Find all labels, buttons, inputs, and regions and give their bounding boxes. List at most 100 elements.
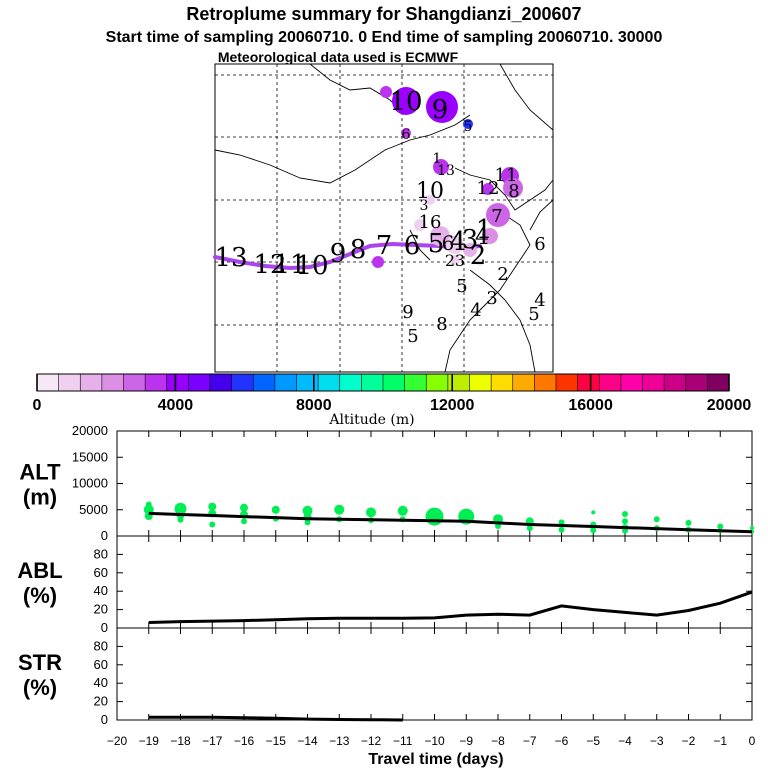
y-tick-label: 80 — [94, 546, 108, 561]
coastline — [469, 269, 536, 373]
cluster-label: 10 — [416, 179, 444, 204]
x-tick-label: −1 — [713, 734, 727, 748]
plume-cluster-dot — [486, 203, 510, 227]
x-tick-label: −9 — [459, 734, 473, 748]
cluster-label: 9 — [432, 95, 449, 125]
cluster-label: 6 — [402, 127, 411, 143]
x-tick-label: −20 — [107, 734, 128, 748]
altitude-colorbar: 0 4000 8000 12000 16000 20000 — [33, 373, 752, 414]
alt-panel: 0 5000 10000 15000 20000 ALT(m) — [19, 423, 754, 543]
colorbar-segment — [469, 374, 492, 391]
plume-cluster-dot — [430, 226, 450, 246]
colorbar-segment — [404, 374, 427, 391]
x-tick-label: −3 — [650, 734, 664, 748]
colorbar-segment — [447, 374, 470, 391]
plume-cluster-dot — [425, 195, 435, 205]
colorbar-segment — [339, 374, 362, 391]
x-tick-label: −7 — [523, 734, 537, 748]
cluster-label: 2 — [445, 251, 455, 270]
colorbar-segment — [37, 374, 60, 391]
cluster-label: 11 — [495, 165, 518, 186]
colorbar-tick-label: 0 — [33, 397, 42, 414]
x-tick-label: −19 — [139, 734, 160, 748]
altitude-point — [622, 518, 628, 525]
altitude-point — [145, 501, 152, 508]
panel-ylabel: ABL — [17, 558, 62, 583]
cluster-label: 12 — [477, 178, 500, 199]
y-tick-label: 10000 — [72, 476, 108, 491]
sampling-times: Start time of sampling 20060710. 0 End t… — [106, 29, 663, 46]
trajectory-label: 8 — [350, 235, 367, 265]
colorbar-segment — [361, 374, 384, 391]
y-tick-label: 15000 — [72, 449, 108, 464]
colorbar-segment — [599, 374, 622, 391]
altitude-point — [366, 507, 376, 518]
colorbar-segment — [512, 374, 535, 391]
colorbar-segment — [145, 374, 168, 391]
colorbar-tick-label: 20000 — [707, 397, 752, 414]
abl-panel: 0 20 40 60 80 ABL(%) — [17, 535, 753, 635]
trajectory-label: 13 — [214, 243, 247, 273]
panel-ylabel-unit: (m) — [23, 485, 57, 510]
trajectory-label: 9 — [330, 239, 347, 269]
altitude-point — [304, 519, 311, 526]
met-data-line: Meteorological data used is ECMWF — [218, 49, 459, 65]
trajectory-label: 2 — [470, 241, 487, 271]
altitude-mean-line — [148, 511, 753, 534]
trajectory-label: 10 — [295, 251, 328, 281]
colorbar-segment — [318, 374, 341, 391]
altitude-point — [177, 516, 184, 523]
x-tick-label: −11 — [393, 734, 413, 748]
plume-cluster-dot — [503, 178, 523, 198]
y-tick-label: 0 — [101, 528, 108, 543]
colorbar-segment — [491, 374, 514, 391]
panel-ylabel: ALT — [19, 460, 61, 485]
cluster-label: 4 — [470, 300, 481, 321]
colorbar-segment — [101, 374, 124, 391]
x-axis-title: Travel time (days) — [368, 751, 503, 768]
cluster-label: 1 — [433, 151, 442, 167]
altitude-point — [622, 510, 628, 517]
y-tick-label: 20 — [94, 602, 108, 617]
colorbar-segment — [534, 374, 557, 391]
x-tick-label: −2 — [682, 734, 696, 748]
trajectory-label: 5 — [428, 229, 445, 259]
y-tick-label: 5000 — [79, 502, 108, 517]
colorbar-segment — [58, 374, 81, 391]
y-tick-label: 0 — [101, 620, 108, 635]
plume-cluster-dot — [482, 183, 494, 195]
colorbar-segment — [685, 374, 708, 391]
colorbar-tick-label: 4000 — [158, 397, 194, 414]
altitude-point — [495, 523, 501, 530]
colorbar-segment — [426, 374, 449, 391]
trajectory-label: 7 — [376, 231, 393, 261]
y-tick-label: 80 — [94, 638, 108, 653]
y-tick-label: 60 — [94, 565, 108, 580]
altitude-point — [558, 526, 565, 533]
colorbar-segment — [707, 374, 730, 391]
colorbar-segment — [620, 374, 643, 391]
x-tick-label: −13 — [329, 734, 350, 748]
x-tick-label: −16 — [234, 734, 255, 748]
coastline — [529, 199, 554, 231]
altitude-point — [750, 526, 754, 531]
altitude-point — [526, 525, 533, 532]
panel-ylabel: STR — [18, 650, 62, 675]
altitude-point — [271, 505, 280, 514]
colorbar-segment — [274, 374, 297, 391]
plume-cluster-dot — [482, 228, 498, 244]
cluster-label: 4 — [534, 290, 545, 311]
x-tick-label: −15 — [266, 734, 287, 748]
cluster-label: 5 — [456, 276, 467, 297]
x-tick-label: −17 — [202, 734, 223, 748]
colorbar-segment — [210, 374, 233, 391]
x-tick-label: −12 — [361, 734, 382, 748]
cluster-label: 3 — [420, 198, 429, 214]
trajectory-label: 4 — [450, 227, 467, 257]
y-tick-label: 40 — [94, 583, 108, 598]
colorbar-segment — [231, 374, 254, 391]
coastline — [444, 214, 531, 373]
